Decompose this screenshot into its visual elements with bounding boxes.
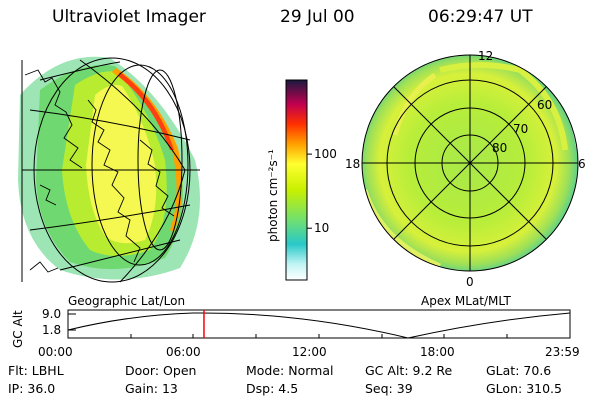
timeline-ylabel: GC Alt — [11, 310, 25, 348]
timeline-xtick-0600: 06:00 — [166, 345, 201, 359]
info-door: Door: Open — [125, 363, 197, 378]
colorbar: 100 10 — [285, 79, 337, 281]
instrument-title: Ultraviolet Imager — [52, 7, 206, 27]
polar-map: 60 70 80 12 18 6 0 — [345, 49, 586, 289]
polar-lat-70: 70 — [513, 122, 528, 136]
info-glon: GLon: 310.5 — [486, 381, 562, 396]
colorbar-tick-label: 10 — [314, 221, 329, 235]
polar-lat-80: 80 — [492, 141, 507, 155]
timeline-ytick-1.8: 1.8 — [42, 323, 61, 337]
polar-mlt-6: 6 — [578, 157, 586, 171]
timeline-xtick-2359: 23:59 — [545, 345, 580, 359]
observation-date: 29 Jul 00 — [280, 7, 355, 27]
colorbar-unit-label: photon cm⁻²s⁻¹ — [266, 149, 280, 242]
colorbar-tick-label: 100 — [314, 147, 337, 161]
polar-mlt-0: 0 — [466, 275, 474, 289]
info-seq: Seq: 39 — [365, 381, 413, 396]
info-glat: GLat: 70.6 — [486, 363, 552, 378]
info-dsp: Dsp: 4.5 — [246, 381, 299, 396]
polar-lat-60: 60 — [537, 98, 552, 112]
observation-time: 06:29:47 UT — [428, 7, 533, 27]
info-flt: Flt: LBHL — [8, 363, 64, 378]
timeline-xtick-1800: 18:00 — [420, 345, 455, 359]
altitude-timeline — [67, 309, 571, 339]
info-mode: Mode: Normal — [246, 363, 334, 378]
geographic-map-label: Geographic Lat/Lon — [68, 294, 185, 308]
info-ip: IP: 36.0 — [8, 381, 56, 396]
polar-mlt-12: 12 — [478, 49, 493, 63]
geographic-map — [18, 56, 200, 283]
info-gain: Gain: 13 — [125, 381, 178, 396]
polar-map-label: Apex MLat/MLT — [421, 294, 511, 308]
polar-mlt-18: 18 — [345, 157, 360, 171]
info-gc-alt: GC Alt: 9.2 Re — [365, 363, 453, 378]
altitude-curve — [67, 312, 571, 339]
timeline-ytick-9: 9.0 — [42, 307, 61, 321]
timeline-xtick-1200: 12:00 — [292, 345, 327, 359]
timeline-xtick-0000: 00:00 — [38, 345, 73, 359]
